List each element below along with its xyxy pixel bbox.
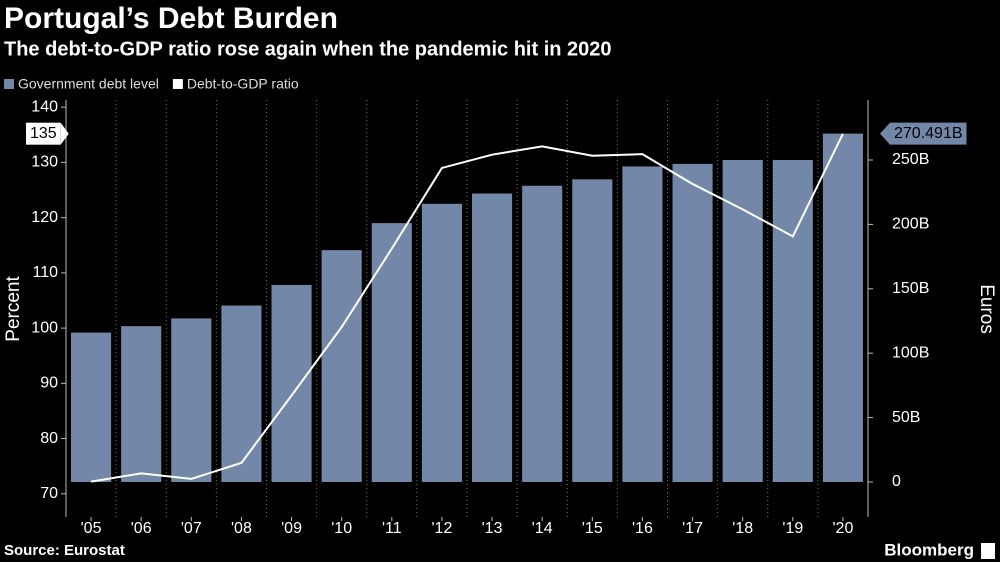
bar bbox=[271, 284, 312, 482]
bar bbox=[772, 160, 813, 482]
y-tick-label: 100 bbox=[31, 319, 58, 336]
y-tick-label: 120 bbox=[31, 209, 58, 226]
line bbox=[90, 133, 844, 483]
value-label-pointer bbox=[60, 122, 69, 145]
x-tick-label: '08 bbox=[231, 520, 252, 537]
y-tick-label: 90 bbox=[40, 375, 58, 392]
y2-tick-label: 250B bbox=[892, 151, 929, 168]
x-tick-label: '20 bbox=[833, 520, 854, 537]
y2-tick-label: 0 bbox=[892, 473, 901, 490]
x-tick-label: '12 bbox=[432, 520, 453, 537]
y-tick-label: 80 bbox=[40, 430, 58, 447]
legend-swatch bbox=[172, 79, 183, 89]
y2-tick-label: 150B bbox=[892, 280, 929, 297]
x-tick-label: '11 bbox=[382, 520, 402, 537]
x-tick-label: '05 bbox=[81, 520, 102, 537]
x-tick-label: '09 bbox=[281, 520, 302, 537]
source: Source: Eurostat bbox=[4, 542, 125, 559]
x-tick-label: '07 bbox=[181, 520, 202, 537]
bar bbox=[121, 326, 162, 482]
y-tick-label: 140 bbox=[31, 98, 58, 115]
brand: Bloomberg bbox=[884, 540, 974, 559]
bar bbox=[822, 133, 863, 482]
value-label-bg bbox=[890, 122, 967, 145]
value-label-pointer bbox=[880, 122, 890, 145]
legend-swatch bbox=[4, 79, 14, 89]
value-label: 135 bbox=[30, 125, 57, 142]
y-axis-label: Percent bbox=[3, 276, 24, 342]
y2-tick-label: 200B bbox=[892, 216, 929, 233]
bar bbox=[722, 160, 763, 482]
y2-tick-label: 50B bbox=[892, 409, 920, 426]
x-tick-label: '10 bbox=[331, 520, 352, 537]
bar bbox=[371, 223, 412, 482]
bar bbox=[421, 203, 462, 482]
y-tick-label: 110 bbox=[32, 264, 58, 281]
bar bbox=[672, 163, 713, 482]
x-tick-label: '18 bbox=[732, 520, 753, 537]
bar bbox=[71, 332, 112, 482]
y2-axis-label: Euros bbox=[976, 284, 997, 334]
x-tick-label: '14 bbox=[532, 520, 553, 537]
x-tick-label: '06 bbox=[131, 520, 152, 537]
bar bbox=[321, 250, 362, 482]
y2-tick-label: 100B bbox=[892, 344, 929, 361]
bar bbox=[472, 193, 513, 482]
chart-title: Portugal’s Debt Burden bbox=[4, 2, 338, 35]
brand-icon bbox=[981, 543, 995, 559]
bar bbox=[171, 318, 212, 482]
value-label: 270.491B bbox=[894, 125, 963, 142]
legend-label: Debt-to-GDP ratio bbox=[187, 76, 299, 92]
value-label-bg bbox=[26, 122, 61, 145]
x-tick-label: '17 bbox=[682, 520, 703, 537]
x-tick-label: '19 bbox=[782, 520, 803, 537]
bar bbox=[221, 305, 262, 482]
x-tick-label: '15 bbox=[582, 520, 603, 537]
y-tick-label: 70 bbox=[40, 485, 58, 502]
x-tick-label: '13 bbox=[482, 520, 503, 537]
chart-subtitle: The debt-to-GDP ratio rose again when th… bbox=[4, 38, 612, 60]
bar bbox=[572, 179, 613, 482]
y-tick-label: 130 bbox=[31, 154, 58, 171]
x-tick-label: '16 bbox=[632, 520, 653, 537]
bar bbox=[622, 166, 663, 482]
legend-label: Government debt level bbox=[18, 76, 159, 92]
bar bbox=[522, 185, 563, 482]
